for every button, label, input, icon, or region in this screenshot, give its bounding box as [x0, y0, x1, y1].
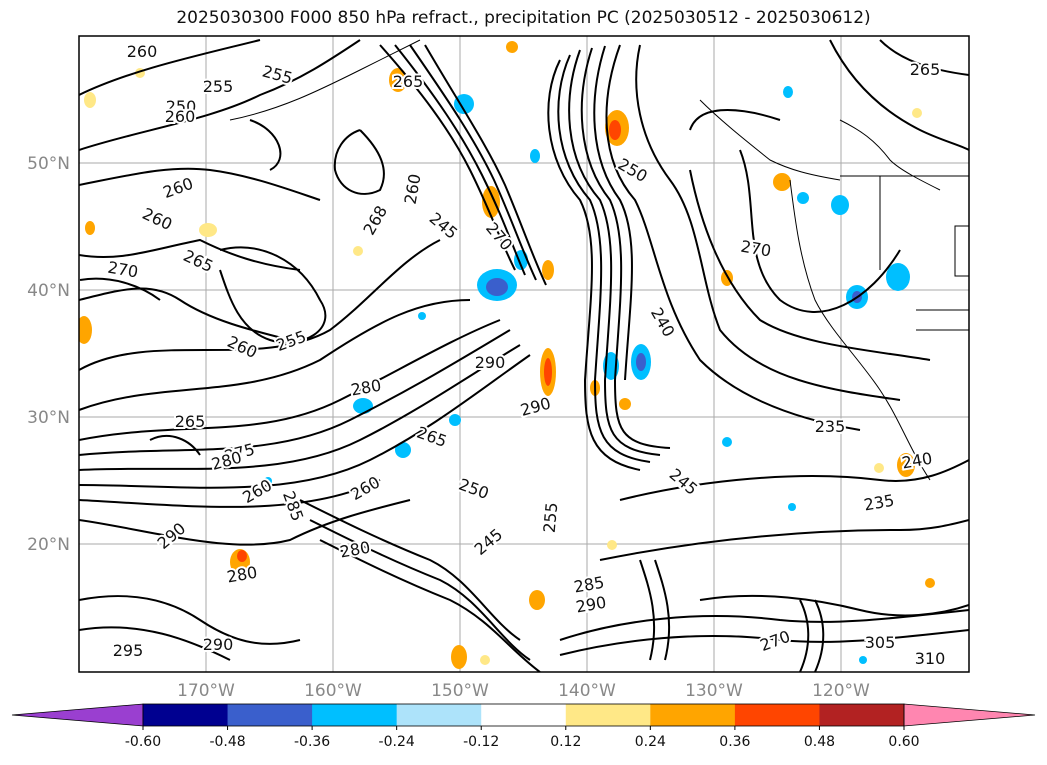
colorbar-swatch: [396, 704, 482, 726]
contour-label: 295: [113, 641, 144, 660]
colorbar-swatch: [312, 704, 398, 726]
latitude-labels: 50°N 40°N 30°N 20°N: [27, 154, 70, 555]
contour-label-halo: 310: [915, 649, 946, 668]
contour-label: 260: [165, 107, 196, 126]
contour-label: 305: [865, 633, 896, 652]
contour-label-halo: 260: [127, 42, 158, 61]
longitude-labels: 170°W 160°W 150°W 140°W 130°W 120°W: [177, 681, 870, 701]
contour-label-halo: 265: [910, 60, 941, 79]
colorbar-tick-label: -0.60: [125, 734, 161, 750]
lon-label: 130°W: [685, 681, 743, 701]
colorbar-tick-label: 0.36: [719, 734, 750, 750]
colorbar-tick-label: 0.12: [550, 734, 581, 750]
colorbar-frame: [142, 703, 905, 727]
colorbar-swatch: [650, 704, 736, 726]
colorbar-swatch: [481, 704, 567, 726]
contour-label: 255: [203, 77, 234, 96]
contour-label: 235: [815, 417, 846, 436]
colorbar-swatch: [227, 704, 313, 726]
contour-label-halo: 290: [574, 593, 607, 617]
colorbar-tick-label: -0.48: [209, 734, 245, 750]
contour-label: 260: [127, 42, 158, 61]
colorbar-extend-right: [903, 703, 1036, 727]
map-panel: [79, 36, 969, 672]
lat-label: 20°N: [27, 535, 70, 555]
map-frame: [78, 35, 970, 673]
precip-fills: [79, 41, 935, 669]
contour-label-halo: 260: [165, 107, 196, 126]
lon-label: 150°W: [431, 681, 489, 701]
contour-label-halo: 265: [393, 72, 424, 91]
colorbar: -0.60 -0.48 -0.36 -0.24 -0.12 0.12 0.24 0.36 0.4…: [11, 703, 1036, 750]
contour-label: 265: [175, 412, 206, 431]
contour-label: 265: [393, 72, 424, 91]
contour-label: 250: [166, 97, 197, 116]
colorbar-tick-label: 0.48: [804, 734, 835, 750]
contour-label: 290: [203, 635, 234, 654]
map-title: 2025030300 F000 850 hPa refract., precip…: [176, 8, 871, 28]
colorbar-tick-label: 0.24: [635, 734, 666, 750]
refractivity-contours: [79, 39, 969, 672]
lon-label: 160°W: [304, 681, 362, 701]
contour-label-halo: 235: [815, 417, 846, 436]
contour-label-halo: 295: [113, 641, 144, 660]
contour-label-halo: 290: [203, 635, 234, 654]
colorbar-swatch: [819, 704, 905, 726]
lat-label: 50°N: [27, 154, 70, 174]
contour-label-halo: 290: [475, 353, 506, 372]
contour-label-halo: 305: [865, 633, 896, 652]
colorbar-swatch: [143, 704, 229, 726]
colorbar-swatch: [565, 704, 651, 726]
lat-label: 40°N: [27, 281, 70, 301]
colorbar-tick-label: -0.36: [294, 734, 330, 750]
colorbar-extend-left: [11, 703, 144, 727]
lon-label: 170°W: [177, 681, 235, 701]
lon-label: 140°W: [558, 681, 616, 701]
colorbar-swatch: [734, 704, 820, 726]
contour-label: 290: [475, 353, 506, 372]
graticule: [79, 36, 969, 672]
lon-label: 120°W: [812, 681, 870, 701]
colorbar-tick-label: -0.24: [379, 734, 415, 750]
lat-label: 30°N: [27, 408, 70, 428]
contour-label: 255: [540, 501, 562, 533]
contour-label-halo: 255: [203, 77, 234, 96]
colorbar-tick-label: -0.12: [463, 734, 499, 750]
contour-label: 265: [910, 60, 941, 79]
contour-label-halo: 265: [175, 412, 206, 431]
coastlines: [229, 39, 969, 481]
colorbar-tick-label: 0.60: [888, 734, 919, 750]
contour-label: 310: [915, 649, 946, 668]
contour-label-halo: 250: [166, 97, 197, 116]
